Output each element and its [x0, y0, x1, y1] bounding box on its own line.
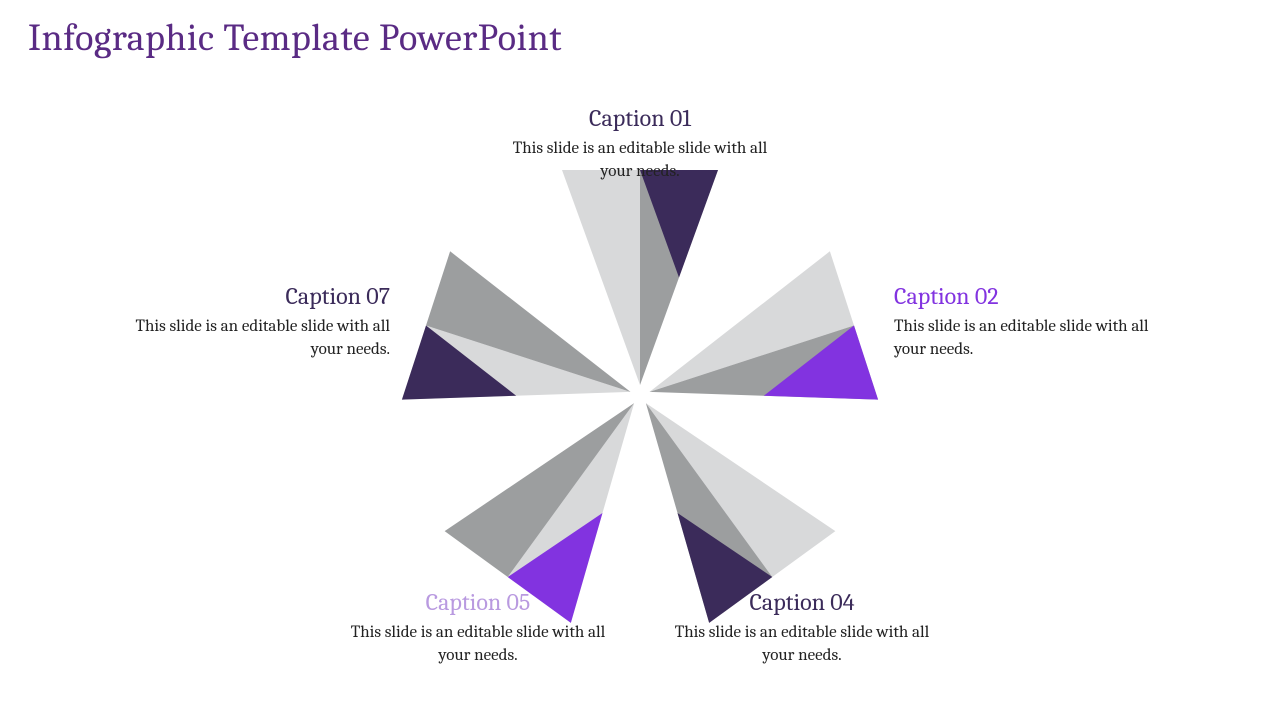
captions-layer: Caption 01 This slide is an editable slid…: [0, 0, 1280, 720]
caption-title: Caption 01: [510, 104, 770, 132]
caption-body: This slide is an editable slide with all…: [894, 316, 1154, 362]
slide: Infographic Template PowerPoint Caption …: [0, 0, 1280, 720]
caption-07: Caption 07 This slide is an editable slid…: [130, 282, 390, 362]
caption-title: Caption 05: [348, 588, 608, 616]
caption-04: Caption 04 This slide is an editable slid…: [672, 588, 932, 668]
caption-body: This slide is an editable slide with all…: [348, 622, 608, 668]
caption-body: This slide is an editable slide with all…: [510, 138, 770, 184]
caption-title: Caption 04: [672, 588, 932, 616]
caption-body: This slide is an editable slide with all…: [672, 622, 932, 668]
caption-01: Caption 01 This slide is an editable slid…: [510, 104, 770, 184]
caption-05: Caption 05 This slide is an editable slid…: [348, 588, 608, 668]
caption-02: Caption 02 This slide is an editable slid…: [894, 282, 1154, 362]
caption-title: Caption 07: [130, 282, 390, 310]
caption-body: This slide is an editable slide with all…: [130, 316, 390, 362]
caption-title: Caption 02: [894, 282, 1154, 310]
